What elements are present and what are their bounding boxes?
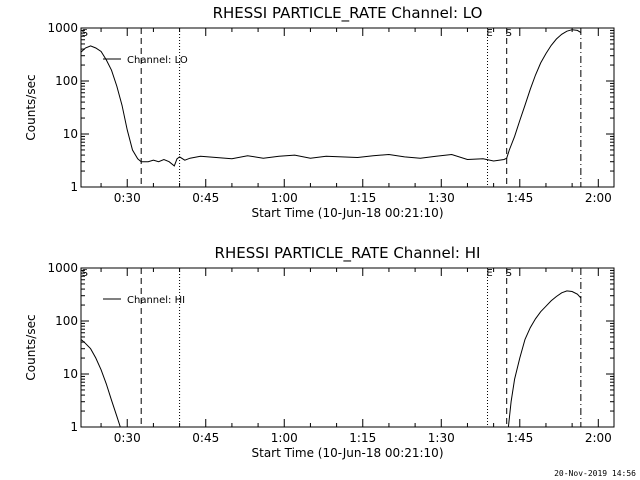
chart-hi-x-tick-label: 0:30 [114, 431, 141, 445]
chart-hi-plot-frame [80, 267, 615, 428]
chart-hi-y-tick-label: 1000 [47, 261, 78, 275]
chart-hi-x-tick-label: 2:00 [585, 431, 612, 445]
chart-hi-y-tick-label: 100 [55, 314, 78, 328]
chart-hi-y-axis-label: Counts/sec [24, 314, 38, 380]
chart-hi-series-line-0 [80, 339, 121, 428]
chart-hi-x-tick-label: 1:45 [506, 431, 533, 445]
chart-lo-marker-label: S [82, 28, 88, 39]
chart-hi-marker-label: S [506, 268, 512, 279]
chart-lo-x-axis-label: Start Time (10-Jun-18 00:21:10) [252, 206, 444, 220]
chart-lo-y-tick-label: 10 [63, 127, 78, 141]
chart-lo-marker-label: E [486, 28, 492, 39]
chart-lo-legend-label: Channel: LO [127, 55, 188, 66]
chart-lo-series-line-0 [80, 29, 582, 167]
chart-hi-x-tick-label: 1:30 [428, 431, 455, 445]
chart-hi-x-tick-label: 0:45 [192, 431, 219, 445]
chart-hi-y-tick-label: 1 [70, 420, 78, 434]
chart-hi-x-tick-label: 1:00 [271, 431, 298, 445]
chart-hi-y-tick-label: 10 [63, 367, 78, 381]
chart-lo-title: RHESSI PARTICLE_RATE Channel: LO [213, 4, 483, 23]
chart-hi-x-tick-label: 1:15 [349, 431, 376, 445]
chart-hi-marker-label: E [486, 268, 492, 279]
chart-lo-y-axis-label: Counts/sec [24, 74, 38, 140]
chart-lo-y-tick-label: 100 [55, 74, 78, 88]
chart-lo-x-tick-label: 0:45 [192, 191, 219, 205]
chart-lo-plot-frame [80, 27, 615, 188]
chart-lo-x-tick-label: 1:30 [428, 191, 455, 205]
chart-hi-series-line-1 [507, 290, 582, 428]
chart-hi-marker-label: S [82, 268, 88, 279]
chart-hi-legend-label: Channel: HI [127, 295, 185, 306]
chart-lo-x-tick-label: 0:30 [114, 191, 141, 205]
chart-lo-x-tick-label: 1:45 [506, 191, 533, 205]
chart-hi-title: RHESSI PARTICLE_RATE Channel: HI [215, 244, 481, 263]
chart-lo-x-tick-label: 1:00 [271, 191, 298, 205]
chart-hi-x-axis-label: Start Time (10-Jun-18 00:21:10) [252, 446, 444, 460]
chart-lo-x-tick-label: 2:00 [585, 191, 612, 205]
footer-timestamp: 20-Nov-2019 14:56 [554, 469, 636, 478]
chart-lo-y-tick-label: 1 [70, 180, 78, 194]
chart-lo-x-tick-label: 1:15 [349, 191, 376, 205]
chart-lo-y-tick-label: 1000 [47, 21, 78, 35]
chart-lo-marker-label: S [506, 28, 512, 39]
